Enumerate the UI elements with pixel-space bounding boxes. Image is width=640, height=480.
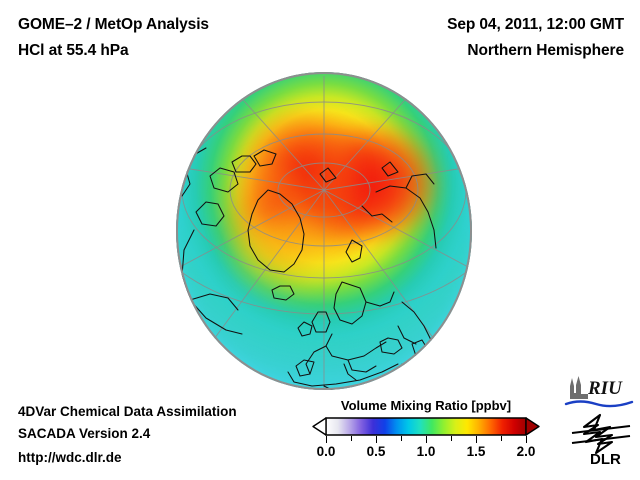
limb-shading	[176, 72, 472, 390]
wave-icon	[564, 400, 634, 408]
colorbar-gradient	[312, 417, 540, 436]
graticule	[176, 72, 472, 390]
riu-wordmark: RIU	[587, 378, 623, 399]
colorbar-ticks	[326, 436, 528, 443]
colorbar-tick-label: 2.0	[516, 444, 536, 459]
dlr-logo: DLR	[571, 413, 631, 467]
colorbar-tick-label: 1.0	[416, 444, 436, 459]
coastlines	[181, 147, 445, 390]
colorbar-title: Volume Mixing Ratio [ppbv]	[340, 398, 512, 413]
timestamp-label: Sep 04, 2011, 12:00 GMT	[447, 16, 624, 33]
dlr-wordmark: DLR	[590, 451, 621, 467]
dlr-pinwheel-icon	[571, 413, 631, 455]
colorbar-tick-labels: 0.0 0.5 1.0 1.5 2.0	[317, 444, 536, 462]
page-subtitle: HCl at 55.4 hPa	[18, 42, 129, 59]
globe-plot	[176, 72, 472, 390]
globe-disc	[176, 72, 472, 390]
riu-logo: RIU	[564, 376, 634, 408]
page-title: GOME–2 / MetOp Analysis	[18, 16, 209, 33]
cathedral-icon	[570, 376, 588, 399]
footer-line-version: SACADA Version 2.4	[18, 426, 151, 441]
footer-line-method: 4DVar Chemical Data Assimilation	[18, 404, 237, 419]
colorbar-tick-label: 0.5	[366, 444, 386, 459]
region-label: Northern Hemisphere	[467, 42, 624, 59]
footer-line-url: http://wdc.dlr.de	[18, 450, 122, 465]
colorbar: Volume Mixing Ratio [ppbv] 0.0 0.5 1.0 1.5 2…	[312, 398, 540, 462]
colorbar-tick-label: 0.0	[316, 444, 336, 459]
colorbar-tick-label: 1.5	[466, 444, 486, 459]
